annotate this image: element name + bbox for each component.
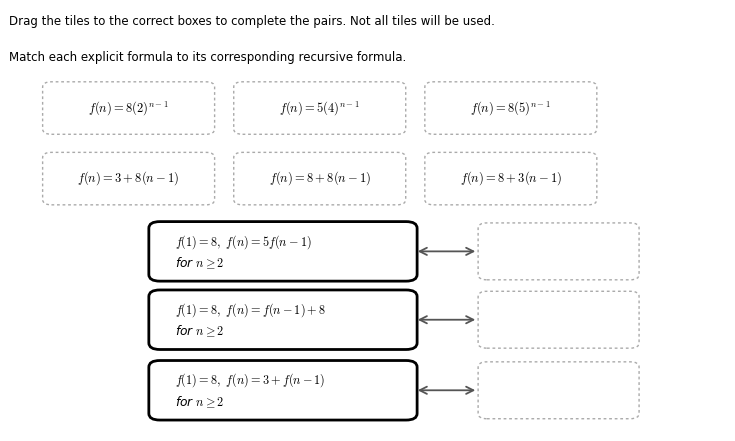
FancyBboxPatch shape [478, 362, 639, 419]
Text: $f(n) = 3 + 8(n - 1)$: $f(n) = 3 + 8(n - 1)$ [77, 170, 180, 187]
FancyBboxPatch shape [43, 153, 215, 205]
Text: $f(n) = 5(4)^{n-1}$: $f(n) = 5(4)^{n-1}$ [279, 99, 360, 117]
Text: $f(n) = 8 + 3(n - 1)$: $f(n) = 8 + 3(n - 1)$ [459, 170, 562, 187]
FancyBboxPatch shape [43, 82, 215, 134]
Text: $f(n) = 8 + 8(n - 1)$: $f(n) = 8 + 8(n - 1)$ [268, 170, 371, 187]
FancyBboxPatch shape [234, 82, 406, 134]
Text: for $n \geq 2$: for $n \geq 2$ [175, 394, 224, 410]
Text: $f(1) = 8, \ f(n) = 3+f(n-1)$: $f(1) = 8, \ f(n) = 3+f(n-1)$ [175, 372, 325, 389]
Text: for $n \geq 2$: for $n \geq 2$ [175, 255, 224, 271]
Text: $f(n) = 8(5)^{n-1}$: $f(n) = 8(5)^{n-1}$ [470, 99, 551, 117]
FancyBboxPatch shape [148, 221, 417, 281]
Text: $f(1) = 8, \ f(n) = 5f(n-1)$: $f(1) = 8, \ f(n) = 5f(n-1)$ [175, 233, 311, 250]
FancyBboxPatch shape [148, 361, 417, 420]
FancyBboxPatch shape [425, 82, 597, 134]
FancyBboxPatch shape [425, 153, 597, 205]
Text: $f(n) = 8(2)^{n-1}$: $f(n) = 8(2)^{n-1}$ [88, 99, 169, 117]
Text: $f(1) = 8, \ f(n) = f(n-1)+8$: $f(1) = 8, \ f(n) = f(n-1)+8$ [175, 301, 326, 319]
Text: Drag the tiles to the correct boxes to complete the pairs. Not all tiles will be: Drag the tiles to the correct boxes to c… [9, 15, 495, 28]
FancyBboxPatch shape [478, 291, 639, 348]
Text: for $n \geq 2$: for $n \geq 2$ [175, 323, 224, 339]
FancyBboxPatch shape [478, 223, 639, 280]
FancyBboxPatch shape [148, 290, 417, 349]
FancyBboxPatch shape [234, 153, 406, 205]
Text: Match each explicit formula to its corresponding recursive formula.: Match each explicit formula to its corre… [9, 51, 406, 64]
